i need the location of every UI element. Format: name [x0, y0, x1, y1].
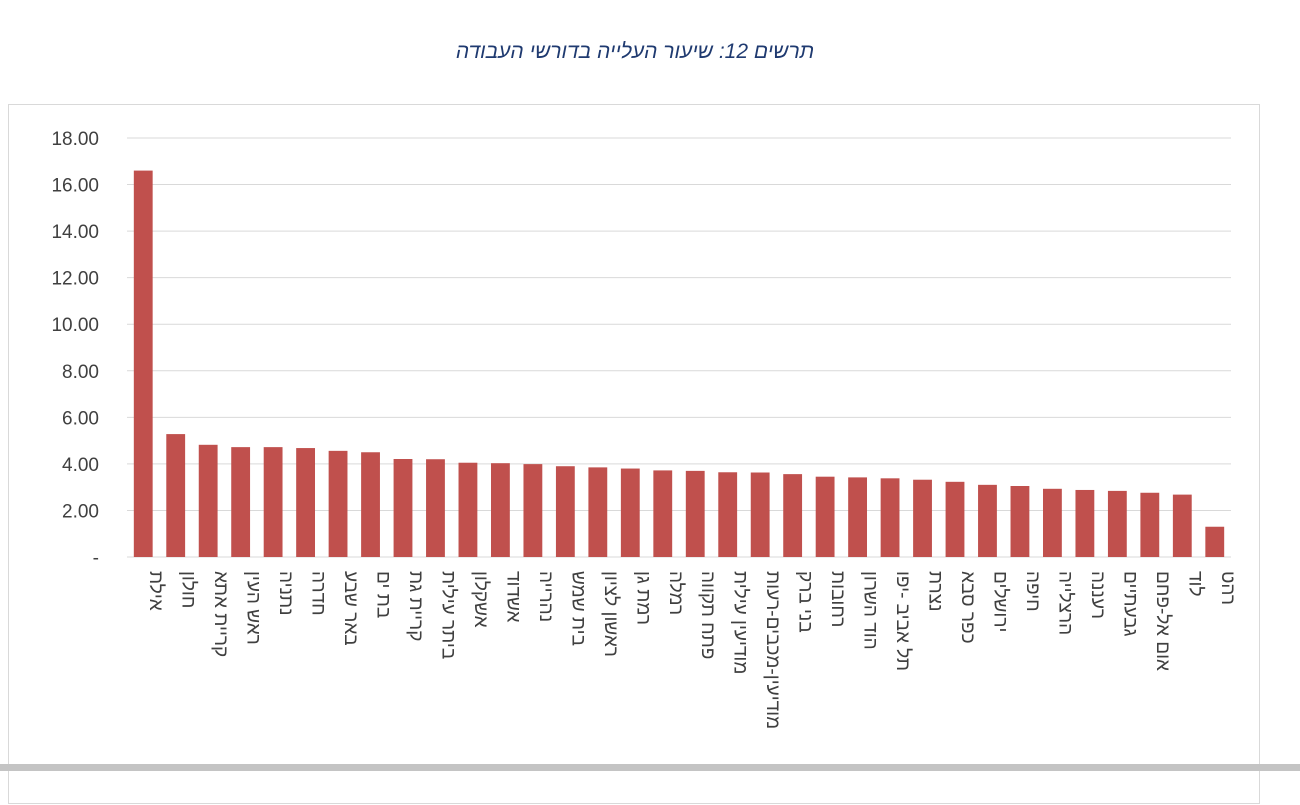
bar — [945, 481, 965, 557]
x-tick-label: הרצלייה — [1054, 571, 1075, 635]
bar — [1140, 492, 1160, 557]
y-tick-label: - — [93, 548, 99, 569]
y-tick-label: 6.00 — [62, 408, 99, 429]
x-tick-label: נצרת — [925, 571, 946, 611]
y-tick-label: 2.00 — [62, 501, 99, 522]
bar — [361, 452, 380, 557]
x-tick-label: קריית גת — [405, 571, 426, 641]
x-tick-label: באר שבע — [340, 571, 361, 646]
x-tick-label: רחובות — [827, 571, 848, 627]
bar — [393, 459, 413, 557]
bar — [653, 470, 673, 557]
x-tick-label: הוד השרון — [860, 571, 881, 650]
x-tick-label: בני ברק — [795, 571, 816, 633]
bar — [1205, 526, 1225, 557]
chart-area: - 2.00 4.00 6.00 8.00 10.00 12.00 14.00 16.00 18.… — [8, 104, 1260, 804]
x-tick-label: קריית אתא — [210, 571, 231, 657]
x-tick-label: בית שמש — [567, 571, 588, 646]
x-tick-label: חדרה — [308, 571, 329, 616]
bar — [166, 434, 186, 557]
y-tick-label: 4.00 — [62, 455, 99, 476]
y-tick-label: 14.00 — [51, 222, 99, 243]
y-tick-label: 18.00 — [51, 129, 99, 150]
x-tick-label: ירושלים — [989, 571, 1010, 632]
bar — [783, 474, 803, 557]
y-tick-label: 8.00 — [62, 362, 99, 383]
x-tick-label: ראשון לציון — [600, 571, 621, 657]
x-tick-label: פתח תקווה — [697, 571, 718, 659]
x-tick-label: חיפה — [1022, 571, 1043, 612]
x-tick-label: אשקלון — [470, 571, 491, 628]
bar — [490, 463, 510, 557]
x-tick-label: ראש העין — [243, 571, 264, 645]
bar — [1107, 490, 1127, 557]
bar — [588, 467, 608, 557]
x-tick-label: רהט — [1217, 571, 1238, 605]
x-tick-label: אשדוד — [502, 571, 523, 622]
x-tick-label: רמת גן — [632, 571, 653, 625]
bar — [263, 447, 283, 557]
bar — [620, 468, 640, 557]
bar — [296, 448, 316, 557]
x-tick-label: נהרייה — [535, 571, 556, 622]
bar — [1042, 488, 1062, 557]
bar — [458, 462, 478, 557]
y-tick-label: 12.00 — [51, 269, 99, 290]
y-tick-label: 10.00 — [51, 315, 99, 336]
x-tick-label: מודיעין עילית — [730, 571, 751, 674]
x-tick-label: מודיעין-מכבים-רעות — [762, 571, 783, 729]
bar — [1075, 489, 1095, 557]
x-tick-label: רעננה — [1087, 571, 1108, 619]
chart-title: תרשים 12: שיעור העלייה בדורשי העבודה — [455, 40, 815, 63]
bar — [815, 476, 835, 557]
bar — [880, 478, 900, 557]
x-tick-label: אילת — [145, 571, 166, 611]
bar — [1010, 486, 1030, 557]
bar — [685, 470, 705, 557]
x-tick-label: ביתר עילית — [437, 571, 458, 659]
bar — [523, 464, 543, 557]
bar — [978, 484, 997, 557]
x-tick-label: גבעתיים — [1119, 571, 1140, 637]
bar — [848, 477, 868, 557]
bar — [718, 472, 738, 557]
bar — [426, 459, 445, 557]
bar — [1172, 494, 1192, 557]
bar — [133, 170, 153, 557]
x-tick-label: נתניה — [275, 571, 296, 616]
x-tick-label: כפר סבא — [957, 571, 978, 644]
y-tick-label: 16.00 — [51, 176, 99, 197]
bar-chart: - 2.00 4.00 6.00 8.00 10.00 12.00 14.00 16.00 18.… — [51, 129, 1238, 729]
x-tick-label: רמלה — [665, 571, 686, 615]
x-tick-label: תל אביב -יפו — [892, 571, 913, 671]
x-tick-label: בת ים — [373, 571, 394, 618]
bar — [198, 444, 218, 557]
x-tick-label: לוד — [1184, 571, 1205, 597]
scrollbar-track[interactable] — [0, 764, 1300, 771]
bar — [555, 466, 575, 557]
x-tick-label: חולון — [178, 571, 199, 608]
x-tick-label: אום אל-פחם — [1152, 571, 1173, 671]
bar — [328, 450, 348, 557]
bar — [231, 447, 251, 557]
bar — [750, 472, 770, 557]
bar — [913, 479, 932, 557]
